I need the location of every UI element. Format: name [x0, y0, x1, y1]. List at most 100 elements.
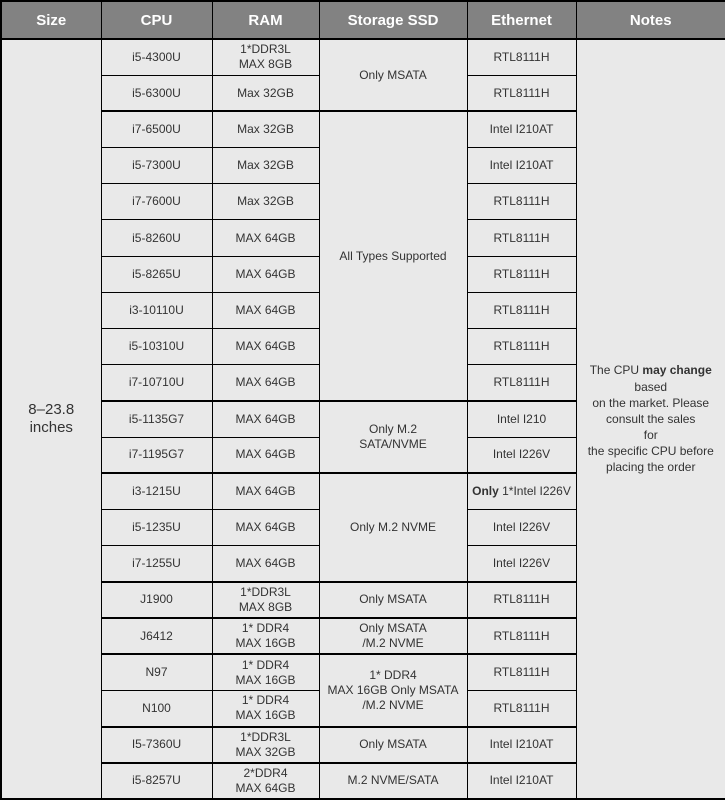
ethernet-cell: RTL8111H	[466, 364, 577, 402]
ethernet-cell: RTL8111H	[466, 580, 577, 619]
cpu-cell: i7-7600U	[100, 183, 213, 221]
cpu-cell: i7-6500U	[100, 110, 213, 149]
ram-cell: MAX 64GB	[211, 364, 320, 402]
table-row: i5-8260U MAX 64GB RTL8111H	[1, 219, 725, 257]
storage-cell: Only M.2 SATA/NVME	[318, 399, 468, 474]
ethernet-cell: Intel I210AT	[466, 147, 577, 185]
ram-cell: MAX 64GB	[211, 219, 320, 257]
notes-text: based on the market. Please consult the …	[587, 379, 714, 475]
ram-cell: MAX 64GB	[211, 327, 320, 366]
table-row: i5-1235U MAX 64GB Intel I226V	[1, 508, 725, 547]
ethernet-cell: RTL8111H	[466, 616, 577, 655]
table-row: i7-1255U MAX 64GB Intel I226V	[1, 545, 725, 583]
column-header-ram: RAM	[211, 0, 320, 40]
ethernet-cell: RTL8111H	[466, 327, 577, 366]
cpu-cell: i7-10710U	[100, 364, 213, 402]
ethernet-bold-text: Only	[472, 484, 499, 499]
ethernet-cell: RTL8111H	[466, 37, 577, 76]
cpu-cell: i5-6300U	[100, 74, 213, 112]
ram-cell: 1* DDR4 MAX 16GB	[211, 689, 320, 728]
table-row: I5-7360U 1*DDR3L MAX 32GB Only MSATA Intel …	[1, 725, 725, 764]
ethernet-cell: RTL8111H	[466, 689, 577, 728]
table-row: i5-10310U MAX 64GB RTL8111H	[1, 327, 725, 366]
ethernet-cell: Intel I226V	[466, 508, 577, 547]
table-row: i5-7300U Max 32GB Intel I210AT	[1, 147, 725, 185]
table-row: J6412 1* DDR4 MAX 16GB Only MSATA /M.2 NVM…	[1, 616, 725, 655]
cpu-cell: N97	[100, 653, 213, 691]
table-row: i3-1215U MAX 64GB Only M.2 NVME Only 1*Inte…	[1, 472, 725, 583]
ram-cell: Max 32GB	[211, 74, 320, 112]
cpu-cell: i7-1255U	[100, 545, 213, 583]
cpu-cell: i5-10310U	[100, 327, 213, 366]
ram-cell: 1* DDR4 MAX 16GB	[211, 616, 320, 655]
ethernet-cell: RTL8111H	[466, 219, 577, 257]
storage-cell: Only MSATA	[318, 580, 468, 619]
ram-cell: MAX 64GB	[211, 436, 320, 474]
ram-cell: 2*DDR4 MAX 64GB	[211, 761, 320, 800]
storage-cell: Only MSATA /M.2 NVME	[318, 616, 468, 655]
ram-cell: 1*DDR3L MAX 32GB	[211, 725, 320, 764]
table-row: i5-8257U 2*DDR4 MAX 64GB M.2 NVME/SATA Inte…	[1, 761, 725, 800]
ram-cell: MAX 64GB	[211, 508, 320, 547]
cpu-cell: i7-1195G7	[100, 436, 213, 474]
ram-cell: 1*DDR3L MAX 8GB	[211, 37, 320, 76]
table-row: J1900 1*DDR3L MAX 8GB Only MSATA RTL8111H	[1, 580, 725, 619]
cpu-cell: i5-7300U	[100, 147, 213, 185]
ram-cell: 1* DDR4 MAX 16GB	[211, 653, 320, 691]
cpu-cell: i5-8265U	[100, 255, 213, 293]
cpu-cell: i5-8257U	[100, 761, 213, 800]
ethernet-cell: Intel I226V	[466, 545, 577, 583]
table-row: i7-6500U Max 32GB All Types Supported Intel…	[1, 110, 725, 402]
ram-cell: MAX 64GB	[211, 545, 320, 583]
table-row: i7-7600U Max 32GB RTL8111H	[1, 183, 725, 221]
column-header-storage: Storage SSD	[318, 0, 468, 40]
storage-cell: Only MSATA	[318, 37, 468, 112]
ram-cell: Max 32GB	[211, 183, 320, 221]
storage-cell: 1* DDR4 MAX 16GB Only MSATA /M.2 NVME	[318, 653, 468, 728]
column-header-size: Size	[0, 0, 102, 40]
ethernet-cell: Intel I226V	[466, 436, 577, 474]
ethernet-cell: RTL8111H	[466, 74, 577, 112]
notes-bold-text: may change	[642, 363, 712, 378]
ethernet-cell: Intel I210AT	[466, 725, 577, 764]
table-row: i5-1135G7 MAX 64GB Only M.2 SATA/NVME Intel…	[1, 399, 725, 474]
ethernet-cell: Intel I210AT	[466, 761, 577, 800]
size-cell: 8–23.8 inches	[0, 38, 102, 800]
notes-cell: The CPU may change based on the market. …	[575, 38, 725, 800]
ethernet-cell: Intel I210	[466, 399, 577, 438]
cpu-cell: i3-10110U	[100, 291, 213, 330]
cpu-cell: i5-1135G7	[100, 399, 213, 438]
table-row: i3-10110U MAX 64GB RTL8111H	[1, 291, 725, 330]
ethernet-cell: RTL8111H	[466, 653, 577, 691]
table-row: N97 1* DDR4 MAX 16GB 1* DDR4 MAX 16GB Only…	[1, 653, 725, 728]
column-header-ethernet: Ethernet	[466, 0, 577, 40]
cpu-cell: i5-4300U	[100, 37, 213, 76]
cpu-cell: N100	[100, 689, 213, 728]
ram-cell: 1*DDR3L MAX 8GB	[211, 580, 320, 619]
table-row: i5-8265U MAX 64GB RTL8111H	[1, 255, 725, 293]
storage-cell: All Types Supported	[318, 110, 468, 402]
column-header-notes: Notes	[575, 0, 725, 40]
storage-cell: M.2 NVME/SATA	[318, 761, 468, 800]
ethernet-cell: RTL8111H	[466, 291, 577, 330]
cpu-cell: i5-1235U	[100, 508, 213, 547]
table-row: N100 1* DDR4 MAX 16GB RTL8111H	[1, 689, 725, 728]
ethernet-cell: Only 1*Intel I226V	[466, 472, 577, 510]
storage-cell: Only M.2 NVME	[318, 472, 468, 583]
storage-cell: Only MSATA	[318, 725, 468, 764]
ram-cell: MAX 64GB	[211, 255, 320, 293]
cpu-cell: i5-8260U	[100, 219, 213, 257]
ram-cell: Max 32GB	[211, 110, 320, 149]
ethernet-cell: RTL8111H	[466, 183, 577, 221]
table-row: 8–23.8 inches i5-4300U 1*DDR3L MAX 8GB Only…	[0, 37, 725, 800]
ram-cell: Max 32GB	[211, 147, 320, 185]
cpu-cell: J1900	[100, 580, 213, 619]
ram-cell: MAX 64GB	[211, 399, 320, 438]
table-row: i7-10710U MAX 64GB RTL8111H	[1, 364, 725, 402]
cpu-cell: J6412	[100, 616, 213, 655]
cpu-cell: i3-1215U	[100, 472, 213, 510]
table-row: i5-6300U Max 32GB RTL8111H	[1, 74, 725, 112]
column-header-cpu: CPU	[100, 0, 213, 40]
header-row: Size CPU RAM Storage SSD Ethernet Notes	[0, 0, 725, 40]
